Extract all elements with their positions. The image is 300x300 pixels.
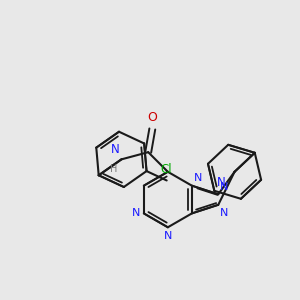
Text: N: N	[220, 208, 229, 218]
Text: Cl: Cl	[161, 163, 172, 176]
Text: H: H	[110, 164, 118, 174]
Text: N: N	[111, 143, 119, 156]
Text: N: N	[131, 208, 140, 218]
Text: N: N	[164, 231, 172, 241]
Text: N: N	[194, 173, 202, 183]
Text: N: N	[220, 182, 229, 192]
Text: O: O	[147, 111, 157, 124]
Text: N: N	[217, 176, 226, 189]
